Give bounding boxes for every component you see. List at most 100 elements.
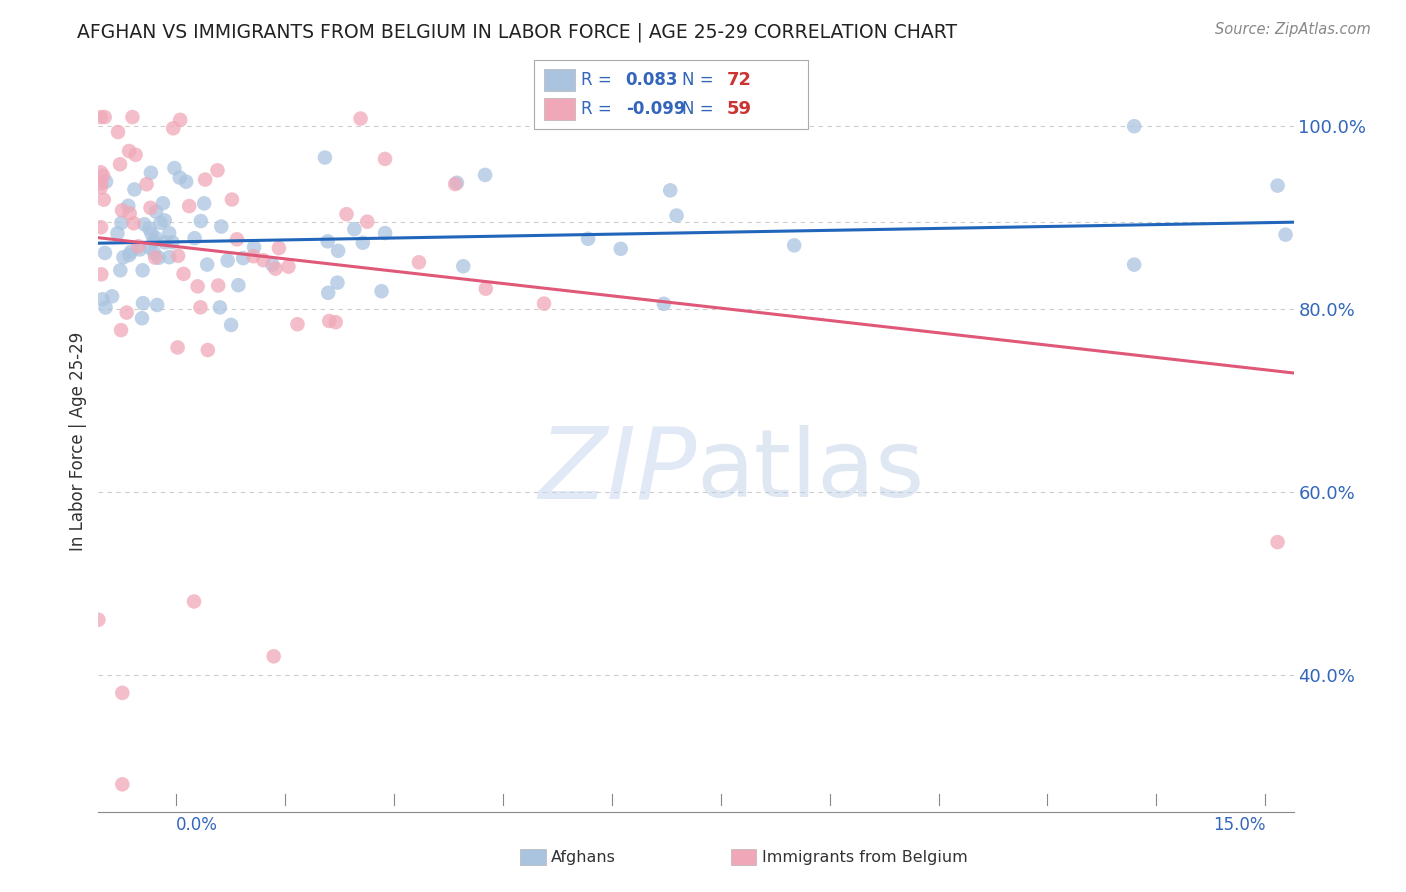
Point — [242, 249, 264, 263]
Point — [326, 276, 349, 290]
Point — [163, 161, 186, 175]
Point — [131, 263, 153, 277]
Point — [134, 217, 156, 231]
Point — [174, 175, 197, 189]
Point — [94, 246, 117, 260]
Point — [157, 226, 180, 240]
Point — [576, 232, 599, 246]
Point — [208, 301, 231, 315]
Point — [91, 169, 114, 183]
Point — [112, 250, 135, 264]
Point — [94, 301, 117, 315]
Point — [609, 242, 631, 256]
Point — [118, 248, 141, 262]
Text: R =: R = — [581, 100, 612, 119]
Point — [370, 285, 392, 299]
Point — [193, 196, 215, 211]
Point — [124, 148, 146, 162]
Point — [533, 296, 555, 310]
Point — [446, 176, 468, 190]
Point — [145, 204, 167, 219]
Point — [118, 144, 141, 158]
Point — [267, 241, 290, 255]
Point — [90, 268, 112, 282]
Point — [93, 193, 115, 207]
Point — [141, 227, 163, 241]
Point — [169, 170, 191, 185]
Point — [107, 125, 129, 139]
Point — [179, 199, 201, 213]
Point — [1123, 119, 1146, 133]
Text: N =: N = — [682, 70, 713, 89]
Point — [209, 219, 232, 234]
Point — [93, 110, 115, 124]
Point — [111, 203, 134, 218]
Point — [110, 323, 132, 337]
Point — [453, 259, 475, 273]
Point — [190, 214, 212, 228]
Point — [326, 244, 349, 258]
Point — [111, 686, 134, 700]
Point — [166, 341, 188, 355]
Point — [226, 232, 249, 246]
Point — [118, 206, 141, 220]
Point — [94, 175, 117, 189]
Point — [143, 246, 166, 260]
Point — [153, 235, 176, 250]
Point — [162, 235, 184, 250]
Text: -0.099: -0.099 — [626, 100, 685, 119]
Point — [145, 231, 167, 245]
Point — [287, 318, 309, 332]
Point — [101, 289, 124, 303]
Point — [207, 278, 229, 293]
Point — [474, 168, 496, 182]
Point — [132, 296, 155, 310]
Point — [139, 201, 162, 215]
Point — [142, 235, 165, 249]
Point — [90, 110, 112, 124]
Point — [173, 267, 195, 281]
Point — [228, 278, 250, 293]
Point — [195, 258, 218, 272]
Point — [87, 613, 110, 627]
Point — [665, 209, 688, 223]
Point — [127, 239, 149, 253]
Point — [221, 193, 243, 207]
Point — [277, 260, 299, 274]
Point — [408, 255, 430, 269]
Point — [90, 177, 112, 191]
Point — [135, 178, 157, 192]
Point — [252, 253, 274, 268]
Text: 0.083: 0.083 — [626, 70, 678, 89]
Point — [146, 298, 169, 312]
Point — [152, 196, 174, 211]
Text: 72: 72 — [727, 70, 752, 89]
Text: N =: N = — [682, 100, 713, 119]
Point — [149, 216, 172, 230]
Point — [243, 240, 266, 254]
Point — [162, 121, 184, 136]
Point — [264, 261, 287, 276]
Text: atlas: atlas — [696, 425, 924, 517]
Point — [148, 251, 170, 265]
Point — [659, 183, 682, 197]
Point — [783, 238, 806, 252]
Text: AFGHAN VS IMMIGRANTS FROM BELGIUM IN LABOR FORCE | AGE 25-29 CORRELATION CHART: AFGHAN VS IMMIGRANTS FROM BELGIUM IN LAB… — [77, 22, 957, 42]
Point — [143, 251, 166, 265]
Point — [129, 243, 152, 257]
Point — [314, 151, 336, 165]
Text: 15.0%: 15.0% — [1213, 816, 1265, 834]
Point — [325, 315, 347, 329]
Text: Afghans: Afghans — [551, 850, 616, 864]
Point — [318, 314, 340, 328]
Point — [169, 112, 191, 127]
Point — [183, 231, 205, 245]
Point — [356, 215, 378, 229]
Point — [110, 216, 132, 230]
Point — [124, 182, 146, 196]
Point — [110, 263, 132, 277]
Text: 59: 59 — [727, 100, 752, 119]
Point — [131, 311, 153, 326]
Text: Immigrants from Belgium: Immigrants from Belgium — [762, 850, 967, 864]
Text: ZIP: ZIP — [537, 423, 696, 520]
